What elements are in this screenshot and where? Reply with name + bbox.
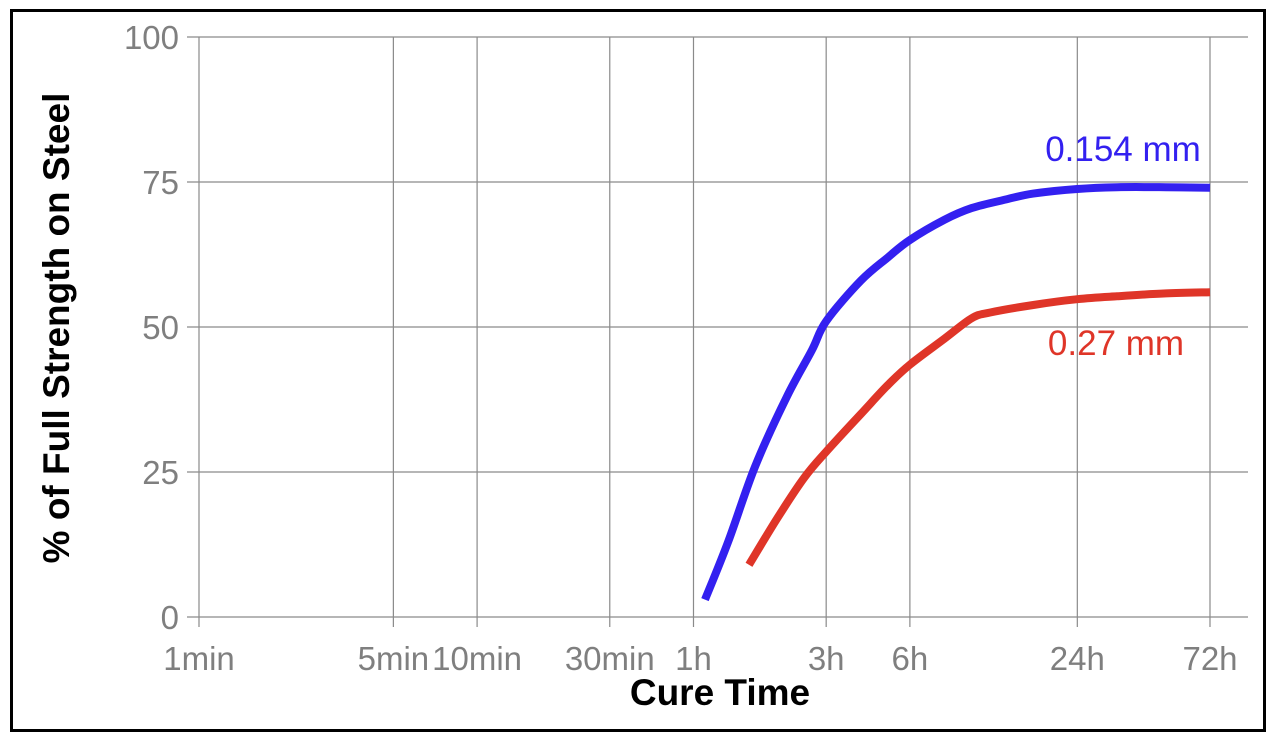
x-tick-label: 1min	[163, 640, 235, 677]
y-gridlines	[187, 36, 1248, 618]
x-tick-label: 1h	[675, 640, 712, 677]
y-tick-label: 0	[161, 599, 179, 636]
x-tick-label: 30min	[565, 640, 655, 677]
x-tick-labels: 1min 5min 10min 30min 1h 3h 6h 24h 72h	[163, 640, 1237, 677]
series-line	[701, 183, 1211, 602]
y-tick-label: 50	[142, 309, 179, 346]
x-tick-label: 10min	[432, 640, 522, 677]
x-tick-label: 3h	[808, 640, 845, 677]
series-label: 0.154 mm	[1045, 130, 1201, 169]
y-axis-title: % of Full Strength on Steel	[36, 93, 77, 564]
y-tick-label: 75	[142, 164, 179, 201]
y-tick-label: 25	[142, 454, 179, 491]
x-tick-label: 6h	[892, 640, 929, 677]
series-label: 0.27 mm	[1048, 324, 1184, 363]
x-gridlines	[198, 37, 1211, 627]
y-tick-label: 100	[124, 19, 179, 56]
x-tick-label: 72h	[1182, 640, 1237, 677]
cure-time-chart: 1min 5min 10min 30min 1h 3h 6h 24h 72h 0 25 50 75 10…	[36, 19, 1248, 713]
x-axis-title: Cure Time	[630, 672, 810, 713]
x-tick-label: 5min	[358, 640, 430, 677]
y-tick-labels: 0 25 50 75 100	[124, 19, 179, 636]
series-lines	[701, 183, 1211, 602]
series-line	[745, 288, 1211, 567]
series-labels: 0.154 mm 0.27 mm	[1045, 130, 1201, 363]
chart-frame: 1min 5min 10min 30min 1h 3h 6h 24h 72h 0 25 50 75 10…	[10, 9, 1266, 732]
x-tick-label: 24h	[1050, 640, 1105, 677]
